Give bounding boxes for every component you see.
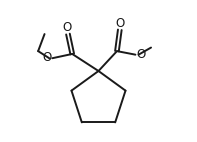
Text: O: O bbox=[136, 48, 145, 61]
Text: O: O bbox=[115, 17, 125, 30]
Text: O: O bbox=[63, 21, 72, 34]
Text: O: O bbox=[42, 51, 52, 64]
